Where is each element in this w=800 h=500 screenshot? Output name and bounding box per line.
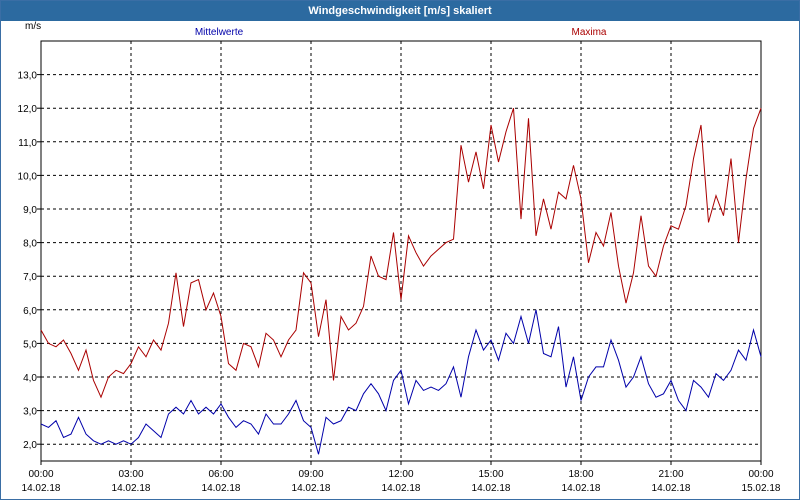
x-tick-time: 18:00 [568,469,593,480]
x-tick-date: 14.02.18 [472,483,511,494]
x-tick-date: 14.02.18 [202,483,241,494]
x-tick-date: 14.02.18 [562,483,601,494]
y-tick-label: 9,0 [23,205,37,216]
x-tick-date: 15.02.18 [742,483,781,494]
grid [41,41,761,461]
mean-series-line [40,309,762,455]
y-tick-label: 8,0 [23,239,37,250]
x-tick-time: 03:00 [118,469,143,480]
wind-speed-chart: 2,0 3,0 4,0 5,0 6,0 7,0 8,0 9,0 10,0 11,0 12,0 13,0… [18,21,781,494]
x-tick-time: 15:00 [478,469,503,480]
x-tick-date: 14.02.18 [112,483,151,494]
y-tick-label: 2,0 [23,440,37,451]
x-tick-time: 06:00 [208,469,233,480]
max-series-line [40,108,762,399]
x-tick-time: 09:00 [298,469,323,480]
y-tick-label: 11,0 [18,138,37,149]
y-tick-label: 7,0 [23,272,37,283]
x-tick-date: 14.02.18 [22,483,61,494]
y-tick-label: 13,0 [18,71,38,82]
x-tick-time: 12:00 [388,469,413,480]
y-axis-label: m/s [25,21,41,32]
y-tick-label: 12,0 [18,104,38,115]
y-tick-label: 6,0 [23,306,37,317]
y-tick-label: 4,0 [23,373,37,384]
x-tick-time: 00:00 [28,469,53,480]
x-tick-date: 14.02.18 [652,483,691,494]
window-title: Windgeschwindigkeit [m/s] skaliert [1,1,799,21]
y-tick-label: 3,0 [23,407,37,418]
x-tick-time: 21:00 [658,469,683,480]
x-tick-date: 14.02.18 [292,483,331,494]
x-tick-time: 00:00 [748,469,773,480]
legend-mean: Mittelwerte [195,27,244,38]
axes: 2,0 3,0 4,0 5,0 6,0 7,0 8,0 9,0 10,0 11,0 12,0 13,0… [18,21,781,494]
x-tick-date: 14.02.18 [382,483,421,494]
legend: Mittelwerte Maxima [195,27,607,38]
series [40,108,762,455]
legend-max: Maxima [571,27,606,38]
y-tick-label: 10,0 [18,171,38,182]
y-tick-label: 5,0 [23,339,37,350]
